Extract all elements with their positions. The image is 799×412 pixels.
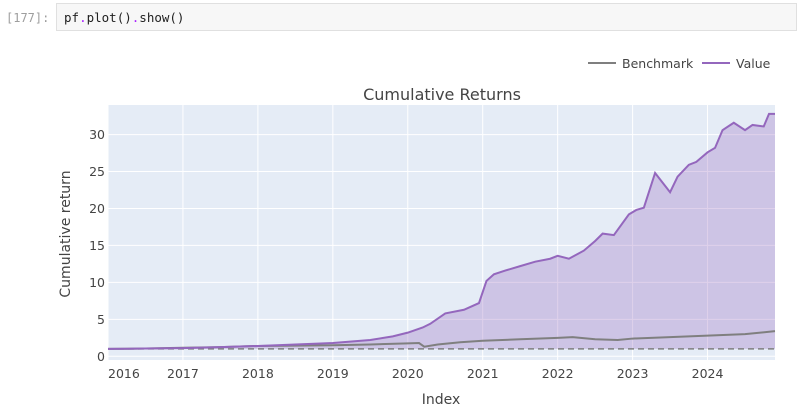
y-tick-label: 20 <box>89 201 105 216</box>
x-tick-label: 2021 <box>467 366 499 381</box>
code-method-plot: plot <box>86 10 117 25</box>
series-layer <box>107 112 776 350</box>
grid-layer <box>107 105 775 360</box>
x-tick-label: 2016 <box>108 366 140 381</box>
legend-label-value: Value <box>736 56 771 71</box>
x-tick-label: 2018 <box>242 366 274 381</box>
cell-prompt: [177]: <box>6 11 50 25</box>
code-call-parens: () <box>116 10 132 25</box>
x-tick-label: 2019 <box>317 366 349 381</box>
y-tick-label: 30 <box>89 127 105 142</box>
chart-title: Cumulative Returns <box>363 85 521 104</box>
y-tick-label: 10 <box>89 275 105 290</box>
x-tick-label: 2017 <box>167 366 199 381</box>
value-series-line <box>107 112 775 350</box>
code-call-parens-2: () <box>169 10 185 25</box>
y-tick-label: 15 <box>89 238 105 253</box>
code-method-show: show <box>139 10 170 25</box>
legend-item-value[interactable]: Value <box>702 56 771 71</box>
plot-area[interactable] <box>108 105 775 360</box>
y-tick-label: 0 <box>97 349 105 364</box>
legend[interactable]: Benchmark Value <box>588 56 771 71</box>
legend-label-benchmark: Benchmark <box>622 56 694 71</box>
x-tick-label: 2023 <box>617 366 649 381</box>
x-tick-label: 2022 <box>542 366 574 381</box>
code-var: pf <box>64 10 80 25</box>
code-dot: . <box>79 10 87 25</box>
x-tick-label: 2024 <box>692 366 724 381</box>
legend-item-benchmark[interactable]: Benchmark <box>588 56 694 71</box>
axis-layer: 2016 2017 2018 2019 2020 2021 2022 2023 2024 0 5 10… <box>89 127 723 381</box>
code-cell-input[interactable]: pf.plot().show() <box>56 3 797 31</box>
value-area-fill <box>108 113 775 349</box>
plot-background <box>108 105 775 360</box>
y-axis-title: Cumulative return <box>58 170 74 297</box>
y-tick-label: 25 <box>89 164 105 179</box>
y-tick-label: 5 <box>97 312 105 327</box>
x-tick-label: 2020 <box>392 366 424 381</box>
x-axis-title: Index <box>422 392 461 408</box>
code-dot-2: . <box>131 10 140 25</box>
